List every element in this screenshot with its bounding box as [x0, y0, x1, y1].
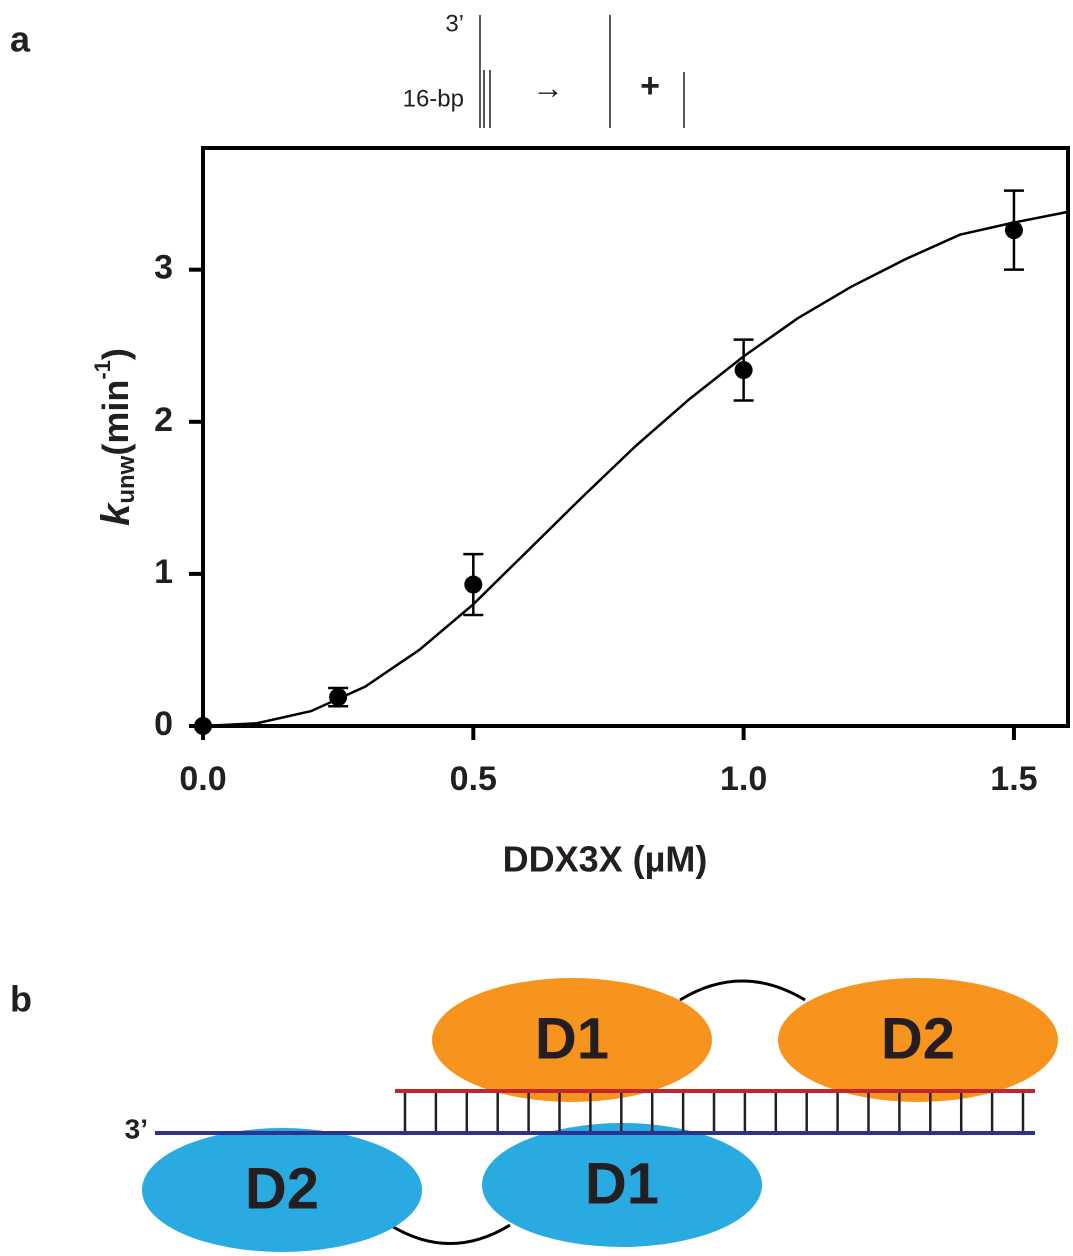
fit-curve: [202, 210, 1069, 728]
domain-label: D2: [881, 1006, 955, 1071]
y-label-sup: -1: [90, 360, 115, 380]
y-label-sub: unw: [113, 455, 140, 503]
y-tick-label: 3: [154, 249, 173, 287]
substrate-lines: [479, 15, 685, 128]
data-point: [464, 575, 483, 594]
x-axis-label: DDX3X (µM): [503, 839, 708, 880]
data-point: [329, 688, 348, 707]
x-tick-label: 0.0: [179, 760, 226, 798]
panel-label: a: [10, 19, 31, 60]
substrate-length: 16-bp: [403, 85, 464, 112]
x-tick-label: 1.0: [720, 760, 767, 798]
strand-end: 3’: [125, 1113, 148, 1144]
plot-frame: [201, 146, 1070, 728]
y-label-main: (min: [95, 380, 136, 456]
data-point: [734, 361, 753, 380]
domain-label: D1: [535, 1006, 609, 1071]
schematic: [142, 978, 1058, 1252]
panel-label: b: [10, 979, 32, 1020]
y-tick-label: 1: [154, 553, 173, 591]
substrate-arrow: →: [532, 69, 564, 105]
y-label-k: k: [94, 502, 138, 526]
domain-label: D2: [245, 1156, 319, 1221]
domain-label: D1: [585, 1151, 659, 1216]
substrate-end: 3’: [445, 10, 464, 37]
x-tick-label: 0.5: [450, 760, 497, 798]
data-point: [194, 717, 212, 735]
substrate-sign: +: [640, 67, 660, 105]
y-tick-label: 0: [154, 705, 173, 743]
y-tick-label: 2: [154, 401, 173, 439]
x-tick-label: 1.5: [990, 760, 1037, 798]
data-point: [1004, 221, 1023, 240]
y-label-close: ): [95, 348, 136, 360]
y-axis-label: kunw(min-1): [90, 348, 141, 526]
